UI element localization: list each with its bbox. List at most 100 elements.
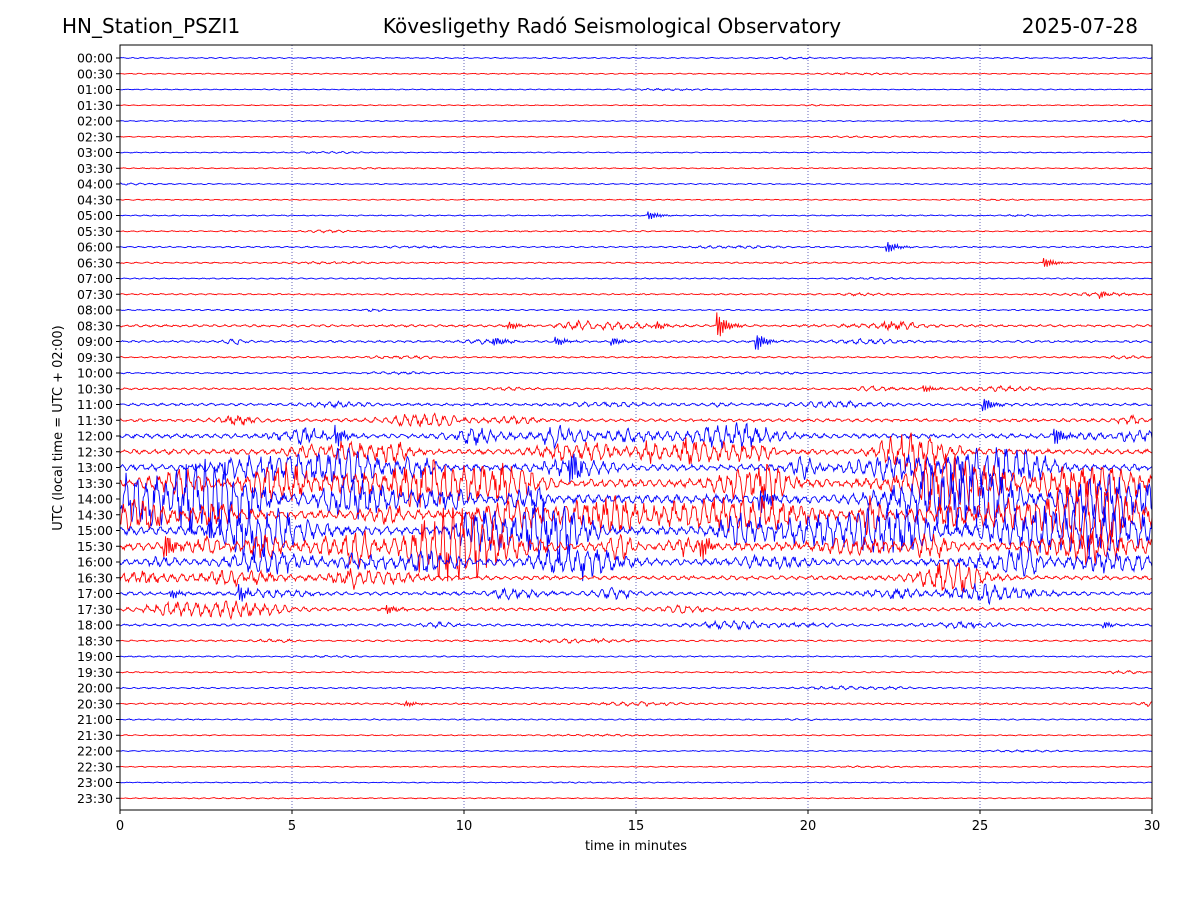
y-tick-label: 09:30: [77, 350, 113, 365]
trace-2230: [119, 765, 1153, 769]
date-label: 2025-07-28: [1021, 14, 1138, 38]
trace-1930: [119, 669, 1153, 675]
trace-1000: [119, 371, 1153, 376]
y-tick-label: 02:30: [77, 129, 113, 144]
y-axis: 00:0000:3001:0001:3002:0002:3003:0003:30…: [77, 51, 120, 806]
station-label: HN_Station_PSZI1: [62, 14, 241, 38]
trace-1430: [119, 480, 1153, 550]
y-tick-label: 17:30: [77, 602, 113, 617]
y-tick-label: 04:30: [77, 192, 113, 207]
y-tick-label: 22:30: [77, 759, 113, 774]
x-tick-label: 30: [1144, 819, 1161, 834]
trace-1300: [119, 446, 1153, 490]
y-tick-label: 18:00: [77, 618, 113, 633]
trace-2100: [119, 718, 1153, 721]
y-tick-label: 06:00: [77, 240, 113, 255]
y-tick-label: 11:30: [77, 413, 113, 428]
trace-0000: [119, 56, 1153, 60]
y-tick-label: 20:30: [77, 696, 113, 711]
trace-0830: [119, 312, 1153, 337]
y-tick-label: 15:30: [77, 539, 113, 554]
trace-1630: [119, 559, 1153, 593]
trace-0430: [119, 198, 1153, 202]
trace-1500: [119, 500, 1153, 564]
trace-0930: [119, 354, 1153, 360]
y-tick-label: 08:00: [77, 303, 113, 318]
y-tick-label: 05:30: [77, 224, 113, 239]
trace-0230: [119, 135, 1153, 139]
y-tick-label: 12:30: [77, 444, 113, 459]
trace-2300: [119, 781, 1153, 784]
trace-1800: [119, 619, 1153, 631]
trace-0630: [119, 257, 1153, 267]
y-tick-label: 15:00: [77, 523, 113, 538]
y-tick-label: 01:00: [77, 82, 113, 97]
trace-2030: [119, 699, 1153, 708]
trace-0530: [119, 229, 1153, 234]
y-tick-label: 03:30: [77, 161, 113, 176]
y-tick-label: 16:00: [77, 555, 113, 570]
y-tick-label: 19:00: [77, 649, 113, 664]
trace-1030: [119, 384, 1153, 393]
y-tick-label: 13:30: [77, 476, 113, 491]
y-tick-label: 23:30: [77, 791, 113, 806]
grid-lines: [291, 45, 981, 810]
y-tick-label: 19:30: [77, 665, 113, 680]
trace-1200: [119, 422, 1153, 450]
trace-0600: [119, 242, 1153, 253]
y-tick-label: 20:00: [77, 681, 113, 696]
x-tick-label: 20: [800, 819, 817, 834]
trace-0300: [119, 150, 1153, 154]
trace-0330: [119, 167, 1153, 170]
x-tick-label: 0: [116, 819, 124, 834]
y-tick-label: 00:00: [77, 51, 113, 66]
y-tick-label: 23:00: [77, 775, 113, 790]
trace-1900: [119, 654, 1153, 659]
x-axis-label: time in minutes: [585, 839, 687, 854]
y-tick-label: 03:00: [77, 145, 113, 160]
trace-1600: [119, 543, 1153, 582]
trace-0130: [119, 104, 1153, 107]
trace-0900: [119, 335, 1153, 350]
y-tick-label: 13:00: [77, 460, 113, 475]
seismic-traces: [119, 56, 1153, 800]
y-tick-label: 10:30: [77, 381, 113, 396]
x-tick-label: 5: [288, 819, 296, 834]
y-tick-label: 06:30: [77, 255, 113, 270]
trace-1400: [119, 458, 1153, 539]
trace-0030: [119, 72, 1153, 76]
trace-0800: [119, 308, 1153, 313]
trace-2130: [119, 733, 1153, 737]
trace-2330: [119, 797, 1153, 800]
y-tick-label: 17:00: [77, 586, 113, 601]
trace-0400: [119, 182, 1153, 186]
x-axis: 0 5 10 15 20 25 30: [116, 810, 1160, 834]
trace-2200: [119, 749, 1153, 753]
y-tick-label: 02:00: [77, 114, 113, 129]
y-tick-label: 22:00: [77, 744, 113, 759]
y-tick-label: 14:00: [77, 492, 113, 507]
trace-1700: [119, 583, 1153, 606]
x-tick-label: 15: [628, 819, 645, 834]
y-axis-label: UTC (local time = UTC + 02:00): [51, 325, 66, 530]
y-tick-label: 11:00: [77, 397, 113, 412]
trace-1530: [119, 507, 1153, 582]
y-tick-label: 07:00: [77, 271, 113, 286]
trace-0100: [119, 87, 1153, 92]
y-tick-label: 21:00: [77, 712, 113, 727]
observatory-title: Kövesligethy Radó Seismological Observat…: [382, 14, 842, 38]
y-tick-label: 08:30: [77, 318, 113, 333]
y-tick-label: 00:30: [77, 66, 113, 81]
x-tick-label: 10: [456, 819, 473, 834]
trace-1730: [119, 600, 1153, 621]
y-tick-label: 21:30: [77, 728, 113, 743]
y-tick-label: 18:30: [77, 633, 113, 648]
y-tick-label: 07:30: [77, 287, 113, 302]
trace-1230: [119, 432, 1153, 472]
y-tick-label: 12:00: [77, 429, 113, 444]
trace-0700: [119, 276, 1153, 280]
trace-2000: [119, 685, 1153, 691]
trace-0730: [119, 291, 1153, 299]
x-tick-label: 25: [972, 819, 989, 834]
